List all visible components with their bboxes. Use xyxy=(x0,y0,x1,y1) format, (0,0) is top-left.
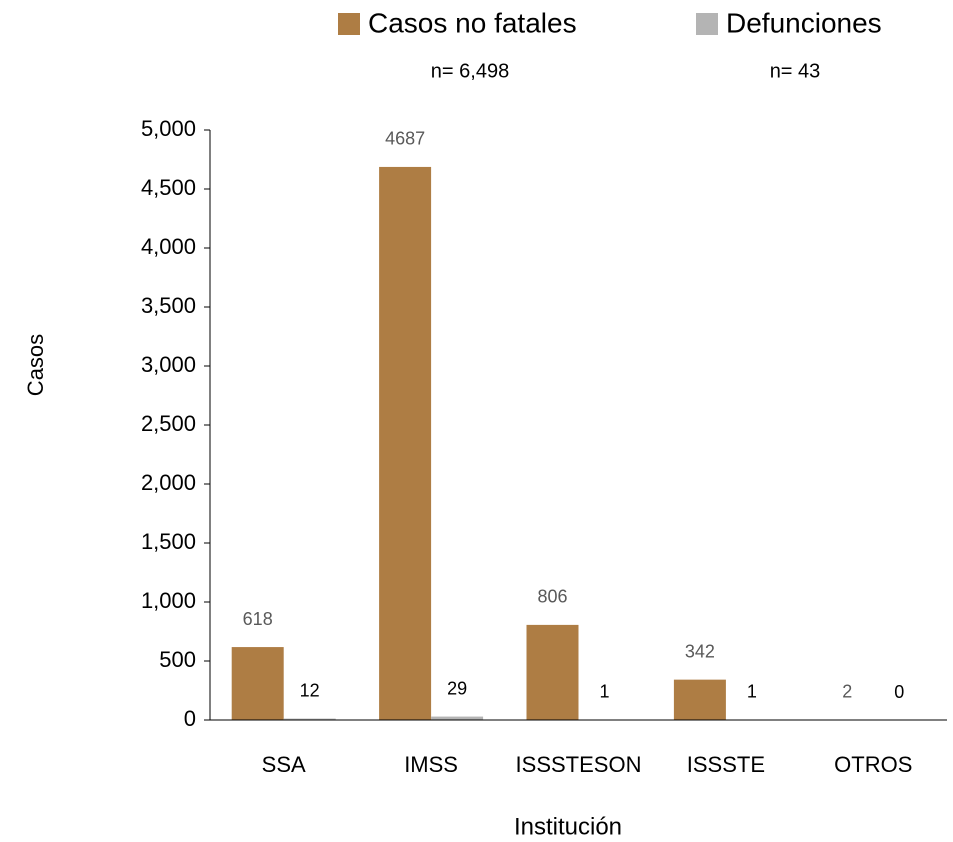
value-label: 806 xyxy=(537,587,567,607)
bar xyxy=(283,718,336,720)
legend-annotation: n= 6,498 xyxy=(431,60,509,82)
x-axis-label: Institución xyxy=(514,813,622,840)
legend-swatch xyxy=(338,13,360,35)
y-tick-label: 2,000 xyxy=(141,470,196,495)
x-tick-label: SSA xyxy=(262,752,306,777)
x-tick-label: OTROS xyxy=(834,752,912,777)
y-tick-label: 3,500 xyxy=(141,293,196,318)
value-label: 1 xyxy=(599,682,609,702)
bar xyxy=(231,647,284,720)
bar xyxy=(673,679,726,720)
y-tick-label: 1,000 xyxy=(141,588,196,613)
y-tick-label: 2,500 xyxy=(141,411,196,436)
legend-label: Defunciones xyxy=(726,7,882,38)
legend-swatch xyxy=(696,13,718,35)
x-tick-label: IMSS xyxy=(404,752,458,777)
y-tick-label: 1,500 xyxy=(141,529,196,554)
y-tick-label: 3,000 xyxy=(141,352,196,377)
value-label: 2 xyxy=(842,682,852,702)
value-label: 618 xyxy=(243,609,273,629)
bar xyxy=(526,624,579,720)
bar xyxy=(379,166,432,720)
y-tick-label: 500 xyxy=(159,647,196,672)
legend-annotation: n= 43 xyxy=(770,60,821,82)
value-label: 342 xyxy=(685,641,715,661)
value-label: 4687 xyxy=(385,129,425,149)
bar xyxy=(431,716,484,720)
y-axis-label: Casos xyxy=(23,334,48,396)
value-label: 0 xyxy=(894,682,904,702)
y-tick-label: 0 xyxy=(184,706,196,731)
x-tick-label: ISSSTE xyxy=(687,752,765,777)
value-label: 12 xyxy=(300,680,320,700)
value-label: 1 xyxy=(747,682,757,702)
y-tick-label: 4,500 xyxy=(141,175,196,200)
value-label: 29 xyxy=(447,678,467,698)
x-tick-label: ISSSTESON xyxy=(516,752,642,777)
y-tick-label: 5,000 xyxy=(141,116,196,141)
y-tick-label: 4,000 xyxy=(141,234,196,259)
legend-label: Casos no fatales xyxy=(368,7,577,38)
